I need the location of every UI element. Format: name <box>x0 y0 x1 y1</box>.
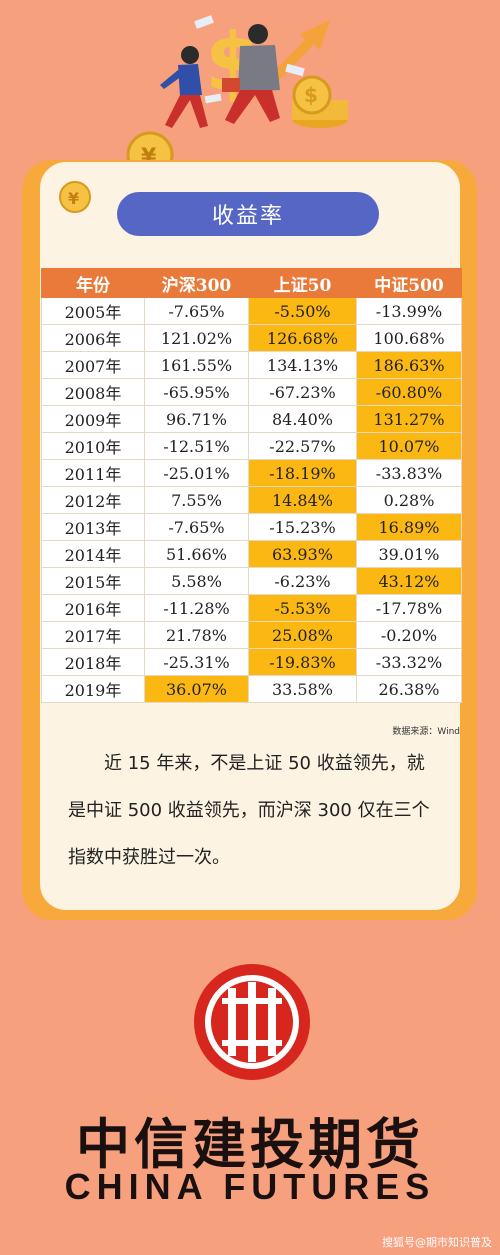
zz500-cell: -60.80% <box>356 378 462 406</box>
sz50-cell: -19.83% <box>248 648 357 676</box>
sz50-cell: 14.84% <box>248 486 357 514</box>
column-header-zz500: 中证500 <box>356 268 462 298</box>
hs300-cell: -7.65% <box>144 513 249 541</box>
column-header-year: 年份 <box>41 268 145 298</box>
year-cell: 2005年 <box>41 297 145 325</box>
hs300-cell: 121.02% <box>144 324 249 352</box>
sz50-cell: -6.23% <box>248 567 357 595</box>
hs300-cell: -25.01% <box>144 459 249 487</box>
brand-name-cn: 中信建投期货 <box>76 1113 424 1176</box>
zz500-cell: 0.28% <box>356 486 462 514</box>
hs300-cell: -25.31% <box>144 648 249 676</box>
table-row: 2006年 121.02% 126.68% 100.68% <box>41 324 462 352</box>
summary-paragraph: 近 15 年来，不是上证 50 收益领先，就是中证 500 收益领先，而沪深 3… <box>68 753 430 868</box>
zz500-cell: 186.63% <box>356 351 462 379</box>
table-header-row: 年份 沪深300 上证50 中证500 <box>41 268 462 298</box>
sz50-cell: -67.23% <box>248 378 357 406</box>
table-row: 2014年 51.66% 63.93% 39.01% <box>41 540 462 568</box>
sz50-cell: 134.13% <box>248 351 357 379</box>
year-cell: 2010年 <box>41 432 145 460</box>
table-row: 2015年 5.58% -6.23% 43.12% <box>41 567 462 595</box>
table-row: 2005年 -7.65% -5.50% -13.99% <box>41 297 462 325</box>
section-title: 收益率 <box>117 192 379 236</box>
zz500-cell: -0.20% <box>356 621 462 649</box>
column-header-sz50: 上证50 <box>248 268 357 298</box>
hs300-cell: 7.55% <box>144 486 249 514</box>
brand-name-en: CHINA FUTURES <box>64 1166 436 1207</box>
sz50-cell: -22.57% <box>248 432 357 460</box>
hs300-cell: -11.28% <box>144 594 249 622</box>
yuan-coin-icon: ¥ <box>59 181 91 213</box>
year-cell: 2015年 <box>41 567 145 595</box>
table-row: 2017年 21.78% 25.08% -0.20% <box>41 621 462 649</box>
hs300-cell: 96.71% <box>144 405 249 433</box>
table-row: 2010年 -12.51% -22.57% 10.07% <box>41 432 462 460</box>
year-cell: 2014年 <box>41 540 145 568</box>
hs300-cell: 5.58% <box>144 567 249 595</box>
zz500-cell: 26.38% <box>356 675 462 703</box>
hs300-cell: -65.95% <box>144 378 249 406</box>
zz500-cell: -17.78% <box>356 594 462 622</box>
watermark: 搜狐号@期市知识普及 <box>382 1236 492 1249</box>
table-row: 2012年 7.55% 14.84% 0.28% <box>41 486 462 514</box>
year-cell: 2009年 <box>41 405 145 433</box>
year-cell: 2013年 <box>41 513 145 541</box>
zz500-cell: -33.83% <box>356 459 462 487</box>
table-row: 2013年 -7.65% -15.23% 16.89% <box>41 513 462 541</box>
table-row: 2008年 -65.95% -67.23% -60.80% <box>41 378 462 406</box>
year-cell: 2019年 <box>41 675 145 703</box>
year-cell: 2006年 <box>41 324 145 352</box>
table-row: 2016年 -11.28% -5.53% -17.78% <box>41 594 462 622</box>
dollar-coin-icon: $ <box>292 75 348 128</box>
table-row: 2007年 161.55% 134.13% 186.63% <box>41 351 462 379</box>
svg-text:¥: ¥ <box>68 189 79 208</box>
zz500-cell: 43.12% <box>356 567 462 595</box>
zz500-cell: -33.32% <box>356 648 462 676</box>
sz50-cell: 126.68% <box>248 324 357 352</box>
year-cell: 2007年 <box>41 351 145 379</box>
year-cell: 2017年 <box>41 621 145 649</box>
zz500-cell: 16.89% <box>356 513 462 541</box>
column-header-hs300: 沪深300 <box>144 268 249 298</box>
hs300-cell: 21.78% <box>144 621 249 649</box>
table-row: 2018年 -25.31% -19.83% -33.32% <box>41 648 462 676</box>
hs300-cell: -12.51% <box>144 432 249 460</box>
year-cell: 2011年 <box>41 459 145 487</box>
hs300-cell: 161.55% <box>144 351 249 379</box>
year-cell: 2016年 <box>41 594 145 622</box>
year-cell: 2012年 <box>41 486 145 514</box>
sz50-cell: -18.19% <box>248 459 357 487</box>
zz500-cell: 100.68% <box>356 324 462 352</box>
svg-text:$: $ <box>304 83 318 107</box>
sz50-cell: 84.40% <box>248 405 357 433</box>
zz500-cell: 10.07% <box>356 432 462 460</box>
table-row: 2009年 96.71% 84.40% 131.27% <box>41 405 462 433</box>
sz50-cell: 25.08% <box>248 621 357 649</box>
sz50-cell: 63.93% <box>248 540 357 568</box>
table-row: 2019年 36.07% 33.58% 26.38% <box>41 675 462 703</box>
zz500-cell: -13.99% <box>356 297 462 325</box>
zz500-cell: 131.27% <box>356 405 462 433</box>
china-futures-logo <box>194 964 310 1080</box>
hs300-cell: 51.66% <box>144 540 249 568</box>
data-source: 数据来源：Wind <box>392 727 460 737</box>
hs300-cell: -7.65% <box>144 297 249 325</box>
year-cell: 2008年 <box>41 378 145 406</box>
sz50-cell: -5.53% <box>248 594 357 622</box>
sz50-cell: -15.23% <box>248 513 357 541</box>
hs300-cell: 36.07% <box>144 675 249 703</box>
sz50-cell: -5.50% <box>248 297 357 325</box>
returns-table: 年份 沪深300 上证50 中证500 2005年 -7.65% -5.50% -13… <box>41 268 462 703</box>
table-row: 2011年 -25.01% -18.19% -33.83% <box>41 459 462 487</box>
year-cell: 2018年 <box>41 648 145 676</box>
sz50-cell: 33.58% <box>248 675 357 703</box>
zz500-cell: 39.01% <box>356 540 462 568</box>
